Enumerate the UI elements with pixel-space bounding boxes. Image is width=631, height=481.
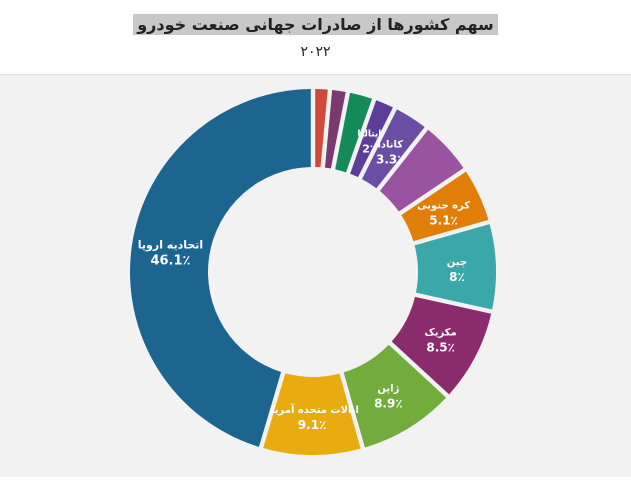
donut-slice [129,89,311,447]
slice-label: مکزیک [425,328,457,339]
header-divider [0,74,631,75]
slice-label: چین [447,257,467,268]
slice-value-label: 8.9٪ [374,397,403,411]
donut-slice [263,373,361,456]
slice-value-label: 5.1٪ [429,213,458,227]
donut-slice [391,296,492,395]
donut-slice [414,224,496,310]
slice-value-label: 8٪ [449,270,465,284]
chart-subtitle: ۲۰۲۲ [300,44,331,60]
slice-label: کانادا [377,139,403,150]
slice-label: ایتالیا [357,130,381,140]
slice-value-label: 9.1٪ [298,418,327,432]
chart-title: سهم کشورها از صادرات جهانی صنعت خودرو [133,14,498,35]
donut-slice [361,109,425,189]
plot-area: ایتالیا 2٪ کانادا 3.3٪ کره جنوبی 5.1٪ چین 8٪ مکز… [0,75,631,477]
donut-slice [401,171,489,242]
slice-label: ژاپن [377,384,399,395]
chart-header: سهم کشورها از صادرات جهانی صنعت خودرو ۲۰… [0,0,631,75]
slice-value-label: 46.1٪ [150,253,190,268]
slice-label: ایالات متحده آمریکا [265,403,359,416]
slice-label: اتحادیه اروپا [138,238,203,251]
donut-slice [324,90,346,169]
donut-slice [343,344,447,448]
slice-value-label: 2٪ [362,143,376,156]
donut-chart: ایتالیا 2٪ کانادا 3.3٪ کره جنوبی 5.1٪ چین 8٪ مکز… [129,89,496,456]
donut-slice [335,92,373,173]
donut-slice [315,89,328,168]
donut-slice [379,129,464,212]
slice-value-label: 3.3٪ [376,152,405,166]
title-wrap: سهم کشورها از صادرات جهانی صنعت خودرو [0,14,631,35]
slice-value-label: 8.5٪ [426,341,455,355]
donut-slice [350,100,393,178]
slice-label: کره جنوبی [417,200,470,211]
